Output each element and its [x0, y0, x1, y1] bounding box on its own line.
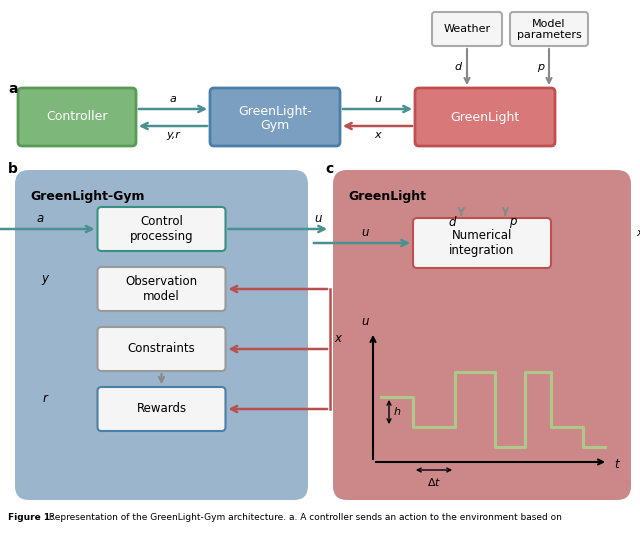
Text: a: a	[8, 82, 17, 96]
Text: Numerical
integration: Numerical integration	[449, 229, 515, 257]
Text: x: x	[334, 332, 341, 345]
Text: Gym: Gym	[260, 118, 290, 131]
Text: y,r: y,r	[166, 130, 180, 140]
Text: parameters: parameters	[516, 30, 581, 40]
FancyBboxPatch shape	[15, 170, 308, 500]
FancyBboxPatch shape	[333, 170, 631, 500]
FancyBboxPatch shape	[510, 12, 588, 46]
Text: a: a	[170, 94, 177, 104]
Text: Rewards: Rewards	[136, 402, 187, 415]
Text: t: t	[614, 457, 619, 471]
Text: d: d	[455, 62, 462, 72]
Text: GreenLight: GreenLight	[451, 110, 520, 124]
FancyBboxPatch shape	[210, 88, 340, 146]
FancyBboxPatch shape	[432, 12, 502, 46]
Text: x: x	[374, 130, 381, 140]
Text: Model: Model	[532, 19, 566, 29]
Text: Control
processing: Control processing	[130, 215, 193, 243]
Text: GreenLight: GreenLight	[348, 190, 426, 203]
Text: Observation
model: Observation model	[125, 275, 198, 303]
Text: Representation of the GreenLight-Gym architecture. a. A controller sends an acti: Representation of the GreenLight-Gym arc…	[46, 513, 562, 522]
Text: $\Delta t$: $\Delta t$	[427, 476, 441, 488]
Text: b: b	[8, 162, 18, 176]
Text: d: d	[449, 216, 456, 229]
Text: r: r	[43, 392, 47, 405]
FancyBboxPatch shape	[415, 88, 555, 146]
Text: GreenLight-: GreenLight-	[238, 105, 312, 118]
Text: Figure 1:: Figure 1:	[8, 513, 54, 522]
FancyBboxPatch shape	[97, 327, 225, 371]
Text: p: p	[509, 216, 517, 229]
Text: GreenLight-Gym: GreenLight-Gym	[30, 190, 145, 203]
Text: y: y	[42, 272, 49, 285]
Text: p: p	[537, 62, 544, 72]
Text: Controller: Controller	[46, 110, 108, 124]
Text: u: u	[361, 315, 369, 328]
Text: u: u	[361, 226, 369, 239]
Text: Weather: Weather	[444, 24, 491, 34]
Text: Constraints: Constraints	[127, 343, 195, 356]
FancyBboxPatch shape	[413, 218, 551, 268]
FancyBboxPatch shape	[97, 387, 225, 431]
FancyBboxPatch shape	[97, 207, 225, 251]
Text: a: a	[36, 212, 44, 225]
Text: u: u	[314, 212, 321, 225]
Text: $x(t\!+\!\Delta t)$: $x(t\!+\!\Delta t)$	[636, 226, 640, 239]
Text: u: u	[374, 94, 381, 104]
Text: h: h	[394, 407, 401, 417]
Text: c: c	[325, 162, 333, 176]
FancyBboxPatch shape	[97, 267, 225, 311]
FancyBboxPatch shape	[18, 88, 136, 146]
